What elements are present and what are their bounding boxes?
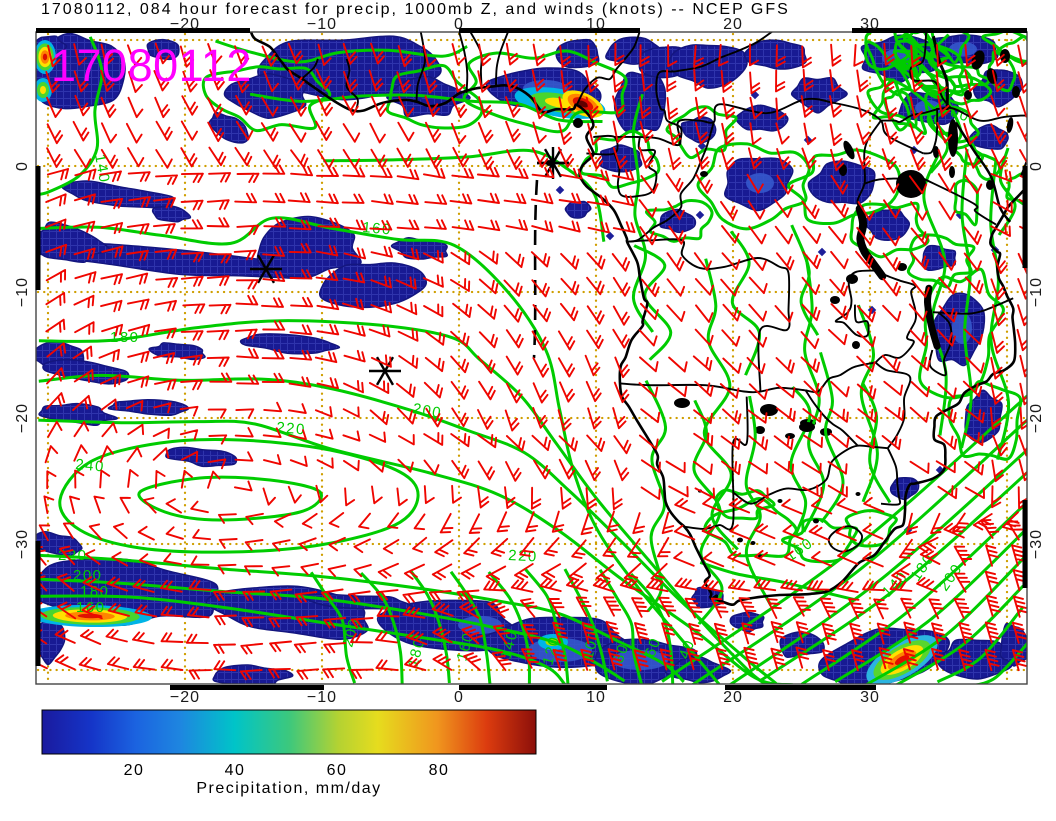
- svg-text:10: 10: [586, 689, 606, 706]
- svg-text:−10: −10: [14, 277, 31, 307]
- svg-text:−20: −20: [1028, 403, 1045, 433]
- svg-text:220: 220: [276, 419, 307, 439]
- svg-text:200: 200: [73, 567, 103, 584]
- svg-text:−10: −10: [1028, 277, 1045, 307]
- svg-text:−30: −30: [1028, 529, 1045, 559]
- svg-text:20: 20: [124, 762, 145, 779]
- svg-text:180: 180: [80, 583, 110, 600]
- svg-text:−10: −10: [307, 16, 337, 33]
- svg-text:30: 30: [860, 16, 880, 33]
- svg-text:80: 80: [429, 762, 450, 779]
- svg-text:Precipitation, mm/day: Precipitation, mm/day: [196, 780, 381, 797]
- svg-text:180: 180: [110, 329, 140, 346]
- svg-text:−30: −30: [14, 529, 31, 559]
- svg-text:60: 60: [327, 762, 348, 779]
- svg-text:40: 40: [225, 762, 246, 779]
- svg-text:−20: −20: [170, 16, 200, 33]
- svg-text:−10: −10: [307, 689, 337, 706]
- svg-text:0: 0: [14, 161, 31, 171]
- svg-text:20: 20: [723, 16, 743, 33]
- svg-text:−20: −20: [170, 689, 200, 706]
- svg-text:0: 0: [1028, 161, 1045, 171]
- svg-text:30: 30: [860, 689, 880, 706]
- svg-text:160: 160: [76, 599, 106, 616]
- svg-text:17080112, 084 hour forecast fo: 17080112, 084 hour forecast for precip, …: [41, 1, 790, 18]
- svg-text:17080112: 17080112: [51, 40, 252, 91]
- svg-text:0: 0: [454, 689, 464, 706]
- svg-text:60: 60: [642, 635, 665, 659]
- svg-text:10: 10: [586, 16, 606, 33]
- svg-text:20: 20: [723, 689, 743, 706]
- svg-text:−20: −20: [14, 403, 31, 433]
- svg-text:240: 240: [75, 456, 106, 476]
- svg-text:0: 0: [454, 16, 464, 33]
